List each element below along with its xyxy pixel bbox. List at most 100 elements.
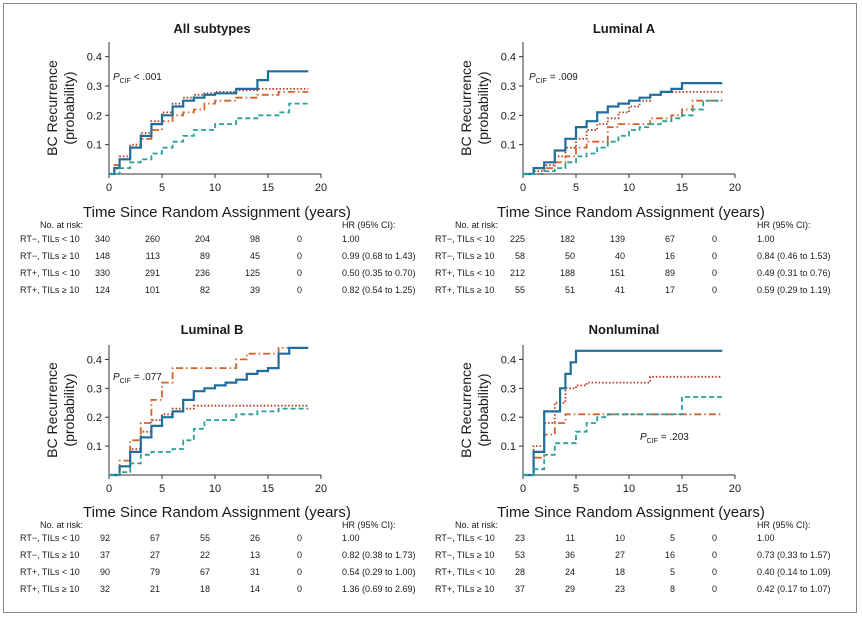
hazard-ratio: 0.84 (0.46 to 1.53)	[757, 251, 831, 261]
x-tick-label: 0	[106, 483, 112, 495]
at-risk-count: 260	[145, 234, 160, 244]
at-risk-row-label: RT−, TILs < 10	[20, 533, 80, 543]
x-axis-label: Time Since Random Assignment (years)	[83, 204, 351, 221]
x-tick-label: 0	[520, 483, 526, 495]
y-axis-label: BC Recurrence	[44, 60, 60, 156]
at-risk-count: 82	[200, 285, 210, 295]
p-value-label: PCIF = .009	[529, 72, 578, 85]
x-tick-label: 15	[262, 182, 274, 194]
at-risk-count: 113	[146, 251, 160, 261]
at-risk-count: 0	[712, 268, 717, 278]
at-risk-count: 40	[615, 251, 625, 261]
hazard-ratio: 1.36 (0.69 to 2.69)	[342, 584, 416, 594]
hazard-ratio: 0.54 (0.29 to 1.00)	[342, 567, 416, 577]
x-axis-label: Time Since Random Assignment (years)	[83, 504, 351, 521]
x-tick-label: 5	[159, 182, 165, 194]
series-line-2	[523, 82, 723, 176]
at-risk-count: 0	[712, 251, 717, 261]
at-risk-count: 212	[510, 268, 525, 278]
at-risk-row-label: RT−, TILs ≥ 10	[20, 550, 79, 560]
at-risk-count: 51	[565, 285, 575, 295]
at-risk-count: 24	[565, 567, 575, 577]
at-risk-count: 14	[250, 584, 260, 594]
series-line-3	[109, 407, 309, 476]
at-risk-count: 53	[515, 550, 525, 560]
at-risk-count: 5	[670, 533, 675, 543]
hazard-ratio: 0.59 (0.29 to 1.19)	[757, 285, 831, 295]
y-tick-label: 0.4	[501, 354, 516, 366]
at-risk-count: 89	[200, 251, 210, 261]
at-risk-count: 27	[150, 550, 160, 560]
y-tick-label: 0.1	[87, 140, 102, 152]
series-line-0	[523, 91, 723, 175]
at-risk-count: 32	[100, 584, 110, 594]
at-risk-row-label: RT+, TILs ≥ 10	[435, 285, 494, 295]
x-tick-label: 15	[676, 182, 688, 194]
x-tick-label: 20	[729, 182, 741, 194]
at-risk-count: 16	[665, 550, 675, 560]
x-tick-label: 5	[159, 483, 165, 495]
at-risk-count: 31	[250, 567, 260, 577]
hazard-ratio: 0.50 (0.35 to 0.70)	[342, 268, 416, 278]
x-axis-label: Time Since Random Assignment (years)	[497, 504, 765, 521]
at-risk-count: 27	[615, 550, 625, 560]
at-risk-count: 148	[95, 251, 110, 261]
at-risk-count: 0	[297, 533, 302, 543]
at-risk-count: 18	[615, 567, 625, 577]
chart-panel-0: All subtypes 0.1 0.2 0.3 0.4 0 5 10 15 20 BC Recur…	[20, 21, 416, 295]
at-risk-count: 23	[515, 533, 525, 543]
at-risk-count: 0	[297, 234, 302, 244]
at-risk-row-label: RT+, TILs ≥ 10	[20, 285, 79, 295]
hr-header: HR (95% CI):	[342, 220, 396, 230]
y-tick-label: 0.3	[501, 81, 516, 93]
y-axis-label-sub: (probability)	[475, 71, 491, 144]
x-tick-label: 10	[623, 483, 635, 495]
at-risk-count: 182	[560, 234, 575, 244]
x-tick-label: 0	[520, 182, 526, 194]
at-risk-count: 13	[250, 550, 260, 560]
hazard-ratio: 1.00	[757, 533, 775, 543]
series-line-2	[109, 70, 309, 176]
x-tick-label: 10	[623, 182, 635, 194]
at-risk-count: 225	[510, 234, 525, 244]
at-risk-count: 340	[95, 234, 110, 244]
at-risk-row-label: RT−, TILs ≥ 10	[435, 550, 494, 560]
at-risk-count: 291	[145, 268, 160, 278]
at-risk-row-label: RT−, TILs ≥ 10	[435, 251, 494, 261]
y-axis-label: BC Recurrence	[44, 362, 60, 458]
at-risk-count: 139	[610, 234, 625, 244]
at-risk-row-label: RT−, TILs < 10	[435, 234, 495, 244]
p-value-label: PCIF < .001	[113, 72, 162, 85]
at-risk-count: 28	[515, 567, 525, 577]
at-risk-count: 0	[297, 584, 302, 594]
at-risk-count: 45	[250, 251, 260, 261]
y-tick-label: 0.4	[87, 52, 102, 64]
at-risk-count: 0	[297, 550, 302, 560]
at-risk-count: 0	[712, 234, 717, 244]
series-line-0	[109, 88, 309, 175]
at-risk-row-label: RT+, TILs < 10	[20, 268, 80, 278]
y-tick-label: 0.4	[87, 354, 102, 366]
x-tick-label: 20	[315, 182, 327, 194]
at-risk-count: 125	[245, 268, 260, 278]
at-risk-count: 16	[665, 251, 675, 261]
y-axis-label-sub: (probability)	[61, 373, 77, 446]
at-risk-count: 151	[610, 268, 625, 278]
at-risk-count: 0	[297, 285, 302, 295]
hazard-ratio: 0.42 (0.17 to 1.07)	[757, 584, 831, 594]
hr-header: HR (95% CI):	[342, 520, 396, 530]
y-tick-label: 0.4	[501, 52, 516, 64]
series-line-1	[523, 413, 723, 476]
y-tick-label: 0.3	[87, 383, 102, 395]
hazard-ratio: 0.82 (0.54 to 1.25)	[342, 285, 416, 295]
x-tick-label: 5	[573, 483, 579, 495]
at-risk-count: 67	[200, 567, 210, 577]
series-line-3	[523, 396, 723, 476]
at-risk-header: No. at risk:	[40, 220, 83, 230]
hazard-ratio: 1.00	[342, 234, 360, 244]
y-tick-label: 0.2	[87, 412, 102, 424]
y-tick-label: 0.1	[501, 140, 516, 152]
x-tick-label: 15	[676, 483, 688, 495]
